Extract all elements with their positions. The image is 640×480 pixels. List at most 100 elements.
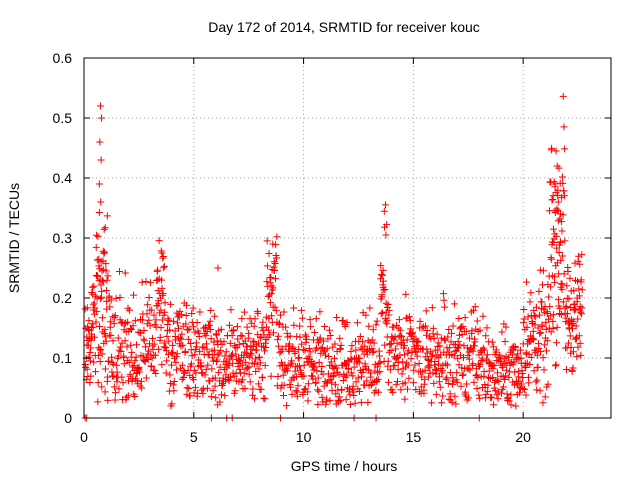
data-point	[403, 336, 411, 344]
data-point	[321, 323, 329, 331]
data-point	[352, 346, 360, 354]
data-point	[573, 277, 581, 285]
y-tick-label: 0.1	[53, 350, 73, 366]
data-point	[494, 395, 502, 403]
data-point	[142, 343, 150, 351]
data-point	[453, 369, 461, 377]
data-point	[562, 302, 570, 310]
y-tick-label: 0.3	[53, 230, 73, 246]
data-point	[515, 367, 523, 375]
data-point	[300, 361, 308, 369]
data-point	[539, 354, 547, 362]
data-point	[428, 399, 436, 407]
data-point	[240, 308, 248, 316]
data-point	[124, 392, 132, 400]
data-point	[382, 318, 390, 326]
data-point	[468, 327, 476, 335]
data-point	[116, 293, 124, 301]
data-point	[187, 360, 195, 368]
data-point	[162, 369, 170, 377]
data-point	[102, 267, 110, 275]
data-point	[398, 333, 406, 341]
data-point	[160, 311, 168, 319]
data-point	[125, 377, 133, 385]
data-point	[379, 266, 387, 274]
data-point	[225, 377, 233, 385]
data-point	[535, 345, 543, 353]
data-point	[238, 332, 246, 340]
data-point	[396, 326, 404, 334]
data-point	[249, 391, 257, 399]
data-point	[87, 336, 95, 344]
data-point	[434, 339, 442, 347]
data-point	[459, 323, 467, 331]
data-point	[116, 343, 124, 351]
data-point	[558, 280, 566, 288]
data-point	[439, 290, 447, 298]
data-point	[89, 283, 97, 291]
data-point	[333, 364, 341, 372]
data-point	[311, 328, 319, 336]
data-point	[505, 397, 513, 405]
data-point	[106, 303, 114, 311]
data-point	[251, 395, 259, 403]
data-point	[265, 326, 273, 334]
data-point	[210, 338, 218, 346]
data-point	[249, 342, 257, 350]
data-point	[312, 315, 320, 323]
data-point	[489, 343, 497, 351]
data-point	[103, 212, 111, 220]
data-point	[532, 313, 540, 321]
data-point	[560, 187, 568, 195]
data-point	[470, 378, 478, 386]
data-point	[236, 365, 244, 373]
data-point	[383, 316, 391, 324]
data-point	[326, 397, 334, 405]
data-point	[245, 329, 253, 337]
data-point	[120, 354, 128, 362]
data-point	[378, 309, 386, 317]
data-point	[422, 331, 430, 339]
data-point	[131, 317, 139, 325]
data-point	[287, 361, 295, 369]
data-point	[235, 340, 243, 348]
data-point	[552, 262, 560, 270]
data-point	[473, 384, 481, 392]
data-point	[560, 192, 568, 200]
data-point	[574, 315, 582, 323]
data-point	[314, 374, 322, 382]
data-point	[241, 337, 249, 345]
data-point	[286, 340, 294, 348]
data-point	[138, 384, 146, 392]
data-point	[384, 301, 392, 309]
data-point	[556, 238, 564, 246]
data-point	[565, 339, 573, 347]
data-point	[511, 344, 519, 352]
data-point	[493, 369, 501, 377]
data-point	[443, 374, 451, 382]
data-point	[465, 394, 473, 402]
data-point	[335, 371, 343, 379]
data-point	[455, 344, 463, 352]
data-point	[103, 297, 111, 305]
data-point	[263, 237, 271, 245]
data-point	[91, 304, 99, 312]
data-point	[310, 366, 318, 374]
data-point	[207, 335, 215, 343]
data-point	[384, 357, 392, 365]
data-point	[117, 348, 125, 356]
data-point	[495, 356, 503, 364]
data-point	[292, 387, 300, 395]
data-point	[536, 266, 544, 274]
x-tick-label: 5	[190, 429, 198, 445]
data-point	[346, 400, 354, 408]
data-point	[548, 144, 556, 152]
data-point	[327, 358, 335, 366]
data-point	[578, 310, 586, 318]
data-point	[272, 275, 279, 283]
data-point	[484, 381, 492, 389]
data-point	[459, 370, 467, 378]
data-point	[190, 376, 198, 384]
data-point	[307, 372, 315, 380]
data-point	[213, 356, 221, 364]
